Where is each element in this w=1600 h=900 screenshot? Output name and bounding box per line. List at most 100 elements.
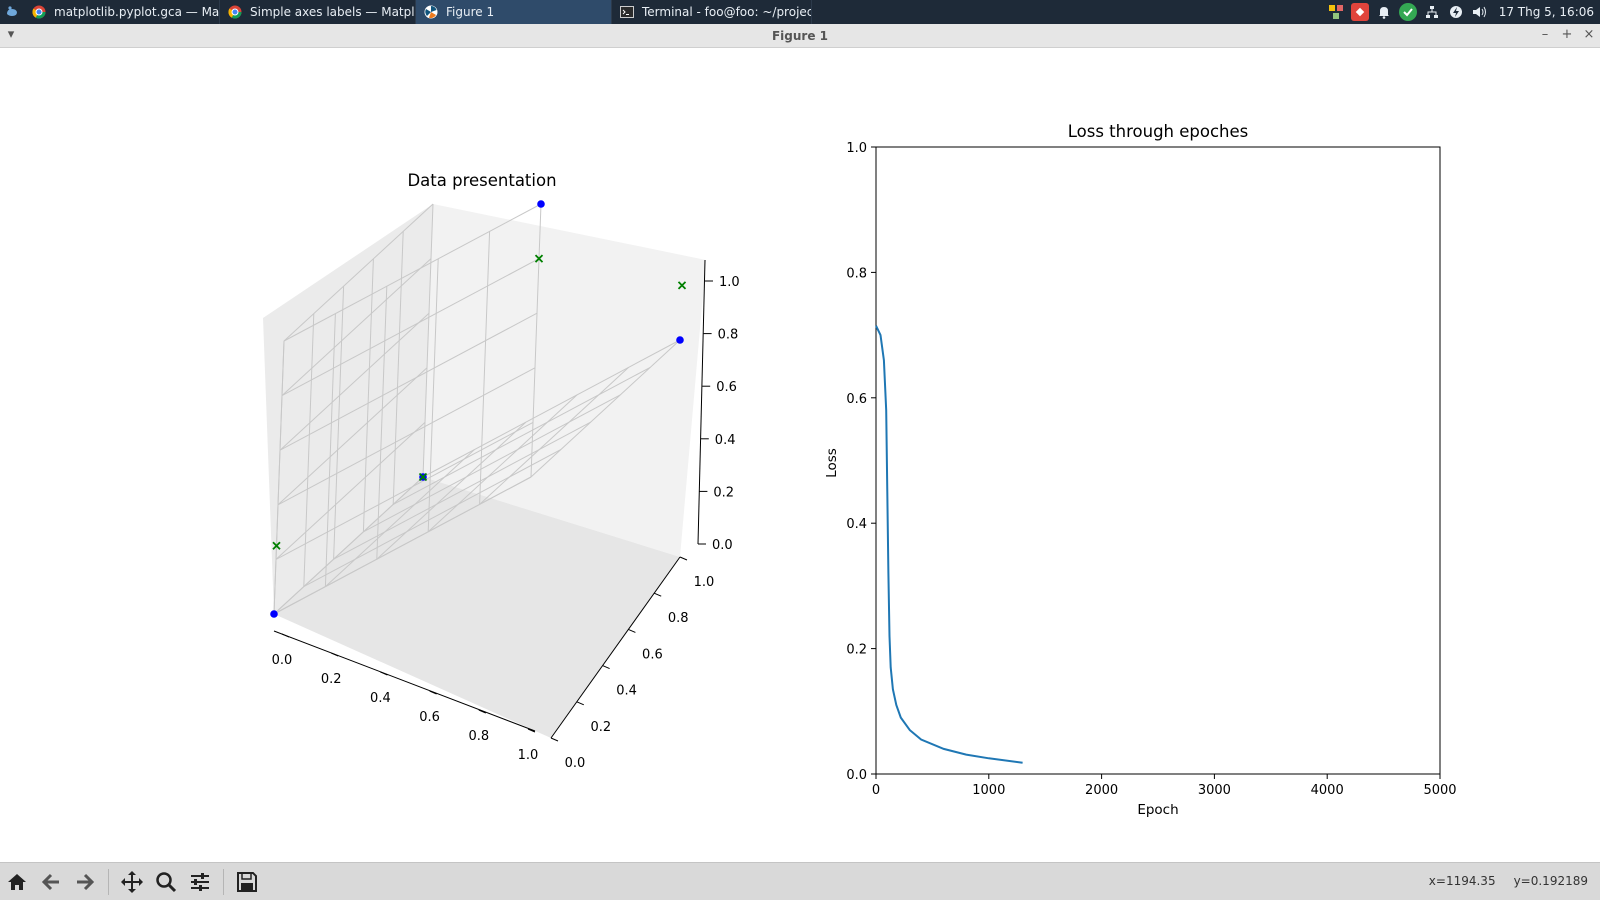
- system-tray: 17 Thg 5, 16:06: [1327, 0, 1600, 24]
- grid-line: [273, 476, 532, 615]
- home-icon: [8, 873, 26, 890]
- xfce-mouse-icon: [7, 6, 17, 16]
- loss-x-tick-label: 1000: [972, 783, 1005, 798]
- minimize-icon[interactable]: –: [1541, 27, 1549, 42]
- grid-line: [363, 394, 621, 533]
- grid-line: [279, 312, 430, 451]
- navigation-toolbar: x=1194.35 y=0.192189: [0, 862, 1600, 900]
- check-status-icon[interactable]: [1398, 3, 1417, 21]
- grid-line: [479, 367, 629, 505]
- task-chrome-labels[interactable]: Simple axes labels — Matpl...: [220, 0, 416, 24]
- x-tick-label: 0.4: [370, 691, 391, 706]
- save-button[interactable]: [230, 865, 264, 899]
- grid-line: [530, 203, 542, 478]
- chrome-icon: [228, 5, 242, 19]
- scatter-point-x: [418, 472, 428, 482]
- task-figure-1[interactable]: Figure 1: [416, 0, 612, 24]
- z-tick-label: 0.8: [718, 328, 739, 343]
- scatter-point-x: [677, 281, 687, 290]
- grid-line: [275, 422, 426, 560]
- scatter-point-circle: [676, 336, 684, 344]
- maximize-icon[interactable]: +: [1561, 27, 1573, 42]
- anydesk-icon[interactable]: [1350, 3, 1369, 21]
- back-button[interactable]: [34, 865, 68, 899]
- plot3d: 0.0 0.2 0.4 0.6 0.8 1.0 0.0 0.2 0.4 0.6 0.8 1.0 0.0 0…: [263, 171, 740, 771]
- grid-line: [427, 258, 439, 532]
- x-tick-mark: [478, 709, 486, 714]
- y-axis-line: [550, 556, 681, 739]
- y-readout: y=0.192189: [1513, 874, 1588, 888]
- network-icon[interactable]: [1423, 3, 1441, 21]
- grid-line: [376, 421, 527, 560]
- grid-line: [324, 313, 336, 587]
- y-tick-mark: [550, 737, 559, 742]
- pane-floor: [274, 477, 680, 738]
- y-tick-mark: [576, 701, 584, 706]
- loss-y-tick-label: 0.6: [846, 392, 867, 407]
- x-tick-mark: [331, 652, 339, 657]
- window-titlebar[interactable]: ▾ Figure 1 – + ×: [0, 24, 1600, 48]
- zoom-icon: [156, 871, 177, 892]
- y-tick-mark: [679, 556, 688, 561]
- x-tick-label: 1.0: [518, 748, 539, 763]
- y-tick-label: 0.6: [642, 647, 663, 662]
- x-tick-label: 0.2: [321, 672, 342, 687]
- grid-line: [303, 449, 562, 588]
- task-chrome-gca[interactable]: matplotlib.pyplot.gca — Mat...: [24, 0, 220, 24]
- forward-button[interactable]: [68, 865, 102, 899]
- loss-x-tick-label: 3000: [1198, 783, 1231, 798]
- window-title: Figure 1: [771, 29, 829, 43]
- pan-button[interactable]: [115, 865, 149, 899]
- task-label: matplotlib.pyplot.gca — Mat...: [54, 5, 220, 19]
- window-menu-icon[interactable]: ▾: [7, 27, 15, 42]
- x-axis-line: [273, 630, 536, 732]
- grid-line: [427, 394, 578, 533]
- volume-icon[interactable]: [1471, 3, 1489, 21]
- ticks3d: 0.0 0.2 0.4 0.6 0.8 1.0 0.0 0.2 0.4 0.6 0.8 1.0 0.0 0…: [272, 275, 740, 771]
- z-tick-label: 0.0: [712, 538, 733, 553]
- z-tick-label: 1.0: [719, 275, 740, 290]
- task-terminal[interactable]: Terminal - foo@foo: ~/projec...: [612, 0, 812, 24]
- x-readout: x=1194.35: [1428, 874, 1496, 888]
- taskbar: matplotlib.pyplot.gca — Mat... Simple ax…: [0, 0, 1600, 24]
- toolbar-separator: [223, 868, 224, 895]
- scatter-point-circle: [270, 610, 278, 618]
- grid-line: [392, 231, 404, 505]
- loss-x-tick-label: 2000: [1085, 783, 1118, 798]
- configure-subplots-button[interactable]: [183, 865, 217, 899]
- loss-axes-frame: [875, 146, 1441, 775]
- x-tick-label: 0.0: [272, 653, 293, 668]
- grid-line: [303, 313, 315, 587]
- notification-bell-icon[interactable]: [1375, 3, 1393, 21]
- forward-icon: [77, 873, 95, 890]
- loss-x-tick-label: 0: [872, 783, 880, 798]
- close-icon[interactable]: ×: [1583, 27, 1595, 42]
- figure-canvas[interactable]: 0.0 0.2 0.4 0.6 0.8 1.0 0.0 0.2 0.4 0.6 0.8 1.0 0.0 0…: [0, 48, 1600, 862]
- task-label: Terminal - foo@foo: ~/projec...: [642, 5, 812, 19]
- y-tick-mark: [602, 665, 610, 670]
- zoom-button[interactable]: [149, 865, 183, 899]
- y-tick-mark: [654, 592, 662, 597]
- grid-line: [362, 258, 374, 532]
- matplotlib-icon: [424, 5, 438, 19]
- power-icon[interactable]: [1447, 3, 1465, 21]
- clock[interactable]: 17 Thg 5, 16:06: [1498, 5, 1594, 19]
- loss-ticks: 0 1000 2000 3000 4000 5000 0.0 0.2 0.4 0.6 0.8 1.0: [846, 141, 1456, 798]
- grid-line: [422, 339, 681, 478]
- y-tick-mark: [628, 628, 636, 633]
- loss-xlabel: Epoch: [1137, 802, 1178, 818]
- grid-line: [325, 449, 475, 587]
- grid-line: [479, 231, 491, 505]
- x-tick-mark: [380, 671, 388, 676]
- y-tick-label: 1.0: [694, 575, 715, 590]
- figure-svg: 0.00.20.40.60.81.00.00.20.40.60.81.00.00…: [263, 122, 1457, 818]
- save-icon: [237, 871, 257, 892]
- loss-y-tick-label: 0.4: [846, 517, 867, 532]
- grid3d: [273, 203, 681, 615]
- pane-back: [423, 204, 706, 557]
- workspace-icon[interactable]: [1327, 3, 1345, 21]
- home-button[interactable]: [0, 865, 34, 899]
- loss-y-tick-label: 0.0: [846, 768, 867, 783]
- back-icon: [41, 873, 59, 890]
- start-menu-button[interactable]: [0, 0, 24, 24]
